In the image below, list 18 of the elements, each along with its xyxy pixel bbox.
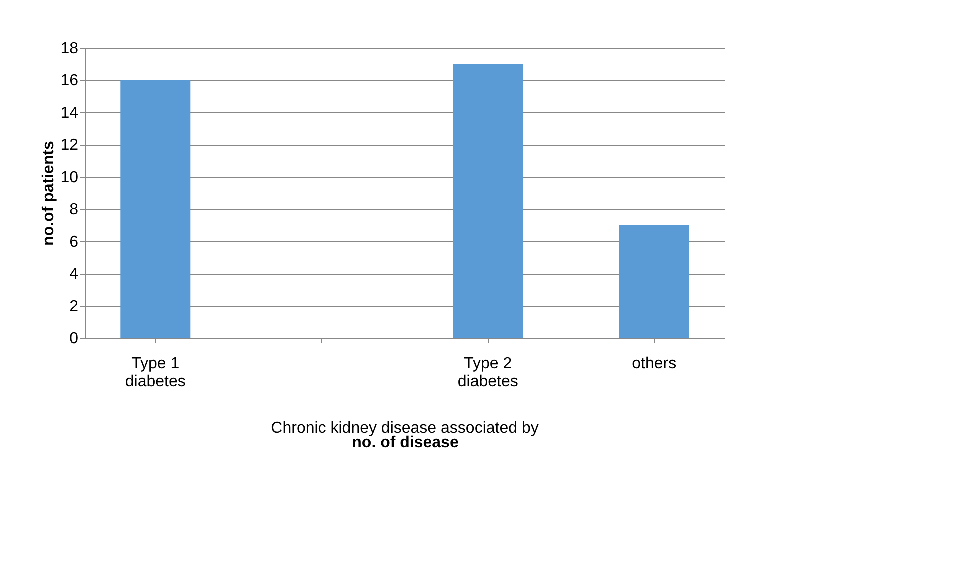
x-tick-label: Type 2 diabetes xyxy=(458,356,518,390)
y-tick-label: 8 xyxy=(70,202,79,219)
text: Chronic kidney disease associated by xyxy=(271,420,539,437)
y-tick-label: 12 xyxy=(60,137,79,154)
bar xyxy=(120,80,191,338)
y-tick-label: 10 xyxy=(60,169,79,186)
y-tick-label: 6 xyxy=(70,234,79,251)
y-tick-label: 14 xyxy=(60,104,79,122)
bar xyxy=(453,64,524,338)
y-axis-title: no.of patients xyxy=(40,140,58,246)
bar xyxy=(619,225,690,338)
y-tick-label: 4 xyxy=(70,266,79,284)
y-tick-label: 18 xyxy=(60,40,79,58)
y-tick-label: 16 xyxy=(60,72,79,90)
y-tick-label: 0 xyxy=(70,330,79,348)
x-tick-label: others xyxy=(632,356,677,372)
y-tick-label: 2 xyxy=(70,298,79,316)
x-tick-label: Type 1 diabetes xyxy=(125,356,186,390)
